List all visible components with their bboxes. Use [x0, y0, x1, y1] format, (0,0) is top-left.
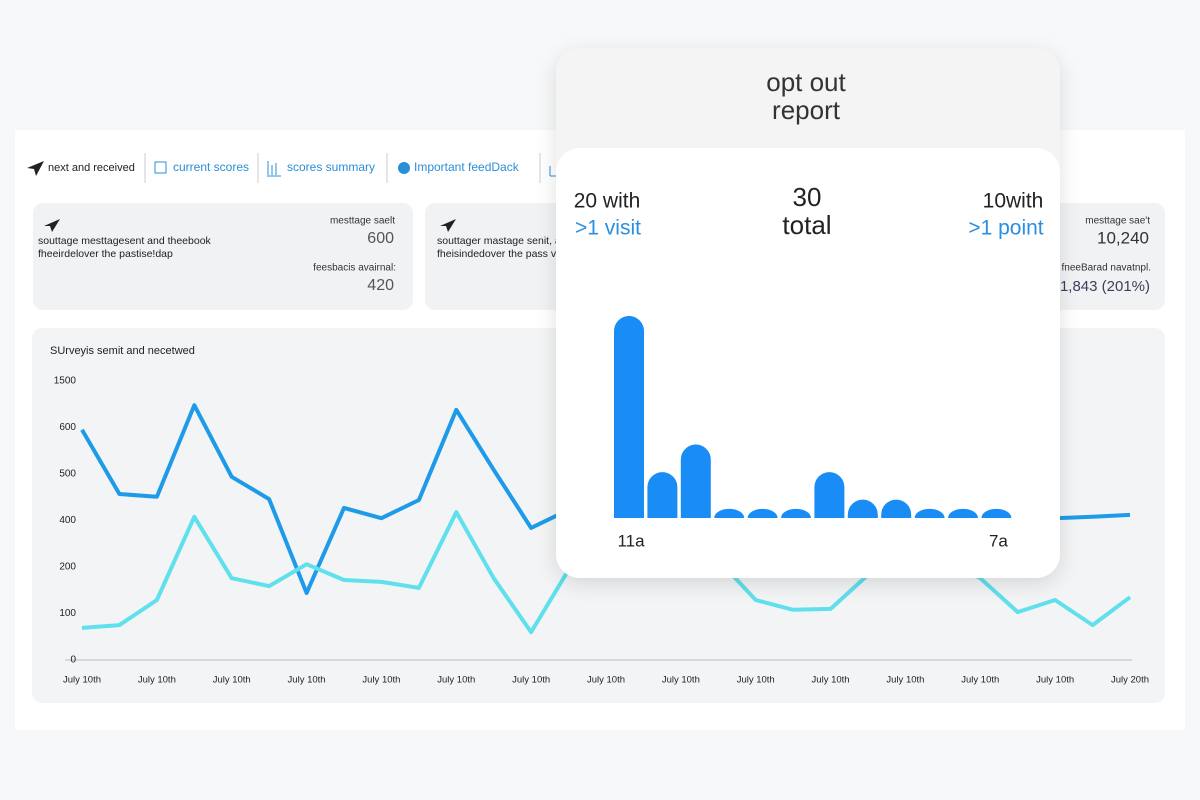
- x-tick-label: July 10th: [662, 675, 700, 686]
- y-tick-label: 600: [59, 422, 76, 433]
- bar: [714, 508, 745, 518]
- x-tick-label: 7a: [989, 531, 1008, 550]
- tab-bar: next and received current scores scores …: [27, 153, 556, 183]
- tab-icon: [267, 161, 281, 177]
- bar: [814, 472, 845, 518]
- x-tick-label: July 10th: [213, 675, 251, 686]
- x-tick-label: July 10th: [437, 675, 475, 686]
- y-tick-label: 0: [70, 655, 76, 666]
- y-tick-label: 400: [59, 515, 76, 526]
- card: souttage mesttagesent and theebook fheei…: [33, 203, 413, 310]
- tab[interactable]: scores summary: [287, 160, 375, 174]
- x-tick-label: July 20th: [1111, 675, 1149, 686]
- x-tick-label: July 10th: [63, 675, 101, 686]
- bar: [948, 508, 978, 518]
- x-tick-label: July 10th: [512, 675, 550, 686]
- stat-bottom: total: [782, 210, 831, 240]
- stat-top: 30: [793, 182, 822, 212]
- stat-label: feesbacis avairnal:: [313, 263, 396, 274]
- tab-icon: [549, 166, 556, 177]
- stat-bottom: >1 visit: [575, 217, 641, 240]
- tab-icon: [27, 161, 44, 176]
- y-tick-label: 200: [59, 562, 76, 573]
- x-tick-label: July 10th: [961, 675, 999, 686]
- overlay-title: report: [772, 95, 841, 125]
- bar: [781, 508, 811, 518]
- y-tick-label: 1500: [54, 376, 77, 387]
- tab-icon: [154, 161, 167, 174]
- stat-value: 600: [367, 230, 394, 247]
- card-icon: [440, 219, 456, 232]
- y-tick-label: 500: [59, 469, 76, 480]
- card-icon: [44, 219, 60, 232]
- x-tick-label: July 10th: [1036, 675, 1074, 686]
- tab[interactable]: Important feedDack: [414, 160, 520, 174]
- tab[interactable]: next and received: [48, 162, 135, 174]
- bar: [914, 508, 945, 518]
- x-tick-label: 11a: [617, 531, 645, 550]
- card-text: souttage mesttagesent and theebook: [38, 235, 212, 247]
- stat-bottom: >1 point: [968, 217, 1043, 240]
- x-tick-label: July 10th: [812, 675, 850, 686]
- x-tick-label: July 10th: [288, 675, 326, 686]
- tab[interactable]: current scores: [173, 160, 249, 174]
- bar: [747, 508, 778, 518]
- overlay-title: opt out: [766, 67, 846, 97]
- card-text: fheeirdelover the pastise!dap: [38, 248, 173, 260]
- bar: [981, 508, 1012, 518]
- bar: [847, 499, 878, 518]
- stat-label: fneeBarad navatnpl.: [1061, 263, 1151, 274]
- stat-top: 10with: [983, 190, 1044, 213]
- stat-value: 420: [367, 277, 394, 294]
- tab-icon: [398, 162, 410, 174]
- x-tick-label: July 10th: [138, 675, 176, 686]
- card-bg: [33, 203, 413, 310]
- bar: [680, 444, 711, 518]
- bar: [647, 472, 678, 518]
- stat-value: 1,843 (201%): [1060, 278, 1150, 295]
- card-text: souttager mastage senit, and: [437, 235, 573, 247]
- stat-value: 10,240: [1097, 228, 1149, 247]
- stat-top: 20 with: [574, 190, 641, 213]
- stat-label: mesttage saelt: [330, 216, 395, 227]
- x-tick-label: July 10th: [587, 675, 625, 686]
- x-tick-label: July 10th: [886, 675, 924, 686]
- bar: [614, 316, 644, 518]
- card-text: fheisindedover the pass via: [437, 248, 564, 260]
- x-tick-label: July 10th: [737, 675, 775, 686]
- bar: [881, 499, 912, 518]
- y-tick-label: 100: [59, 608, 76, 619]
- chart-title: SUrveyis semit and necetwed: [50, 345, 195, 357]
- overlay-card: opt out report 20 with >1 visit 30 total…: [556, 48, 1060, 578]
- stat-label: mesttage sae't: [1085, 216, 1150, 227]
- x-tick-label: July 10th: [362, 675, 400, 686]
